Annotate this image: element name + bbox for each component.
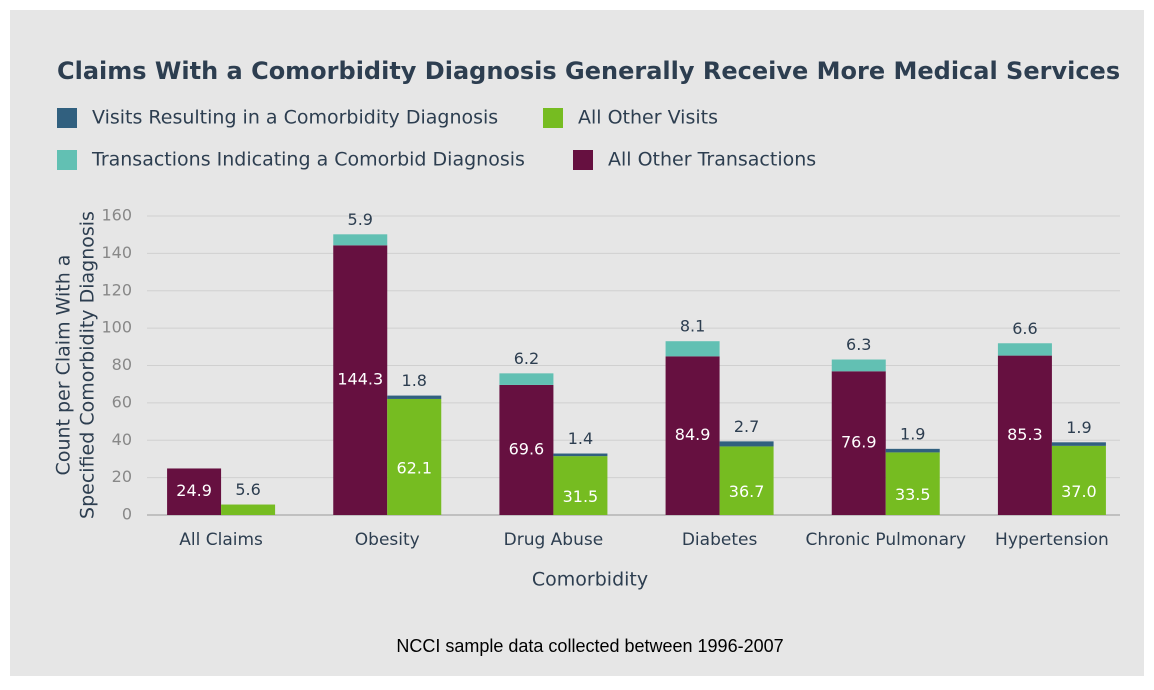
bar-segment <box>387 395 442 399</box>
bar-segment <box>1051 442 1106 446</box>
data-label: 37.0 <box>1061 482 1097 501</box>
bar-segment <box>831 371 886 515</box>
legend-label: Visits Resulting in a Comorbidity Diagno… <box>92 107 498 129</box>
bar-segment <box>831 359 886 372</box>
legend-swatch <box>57 150 77 170</box>
data-label: 5.6 <box>235 480 260 499</box>
chart-title: Claims With a Comorbidity Diagnosis Gene… <box>57 57 1120 85</box>
bar-segment <box>387 398 442 515</box>
data-label: 31.5 <box>563 487 599 506</box>
y-axis-title: Count per Claim With a Specified Comorbi… <box>53 211 99 519</box>
data-label: 84.9 <box>675 425 711 444</box>
panel <box>10 10 1144 676</box>
bar-segment <box>499 373 554 385</box>
data-label: 76.9 <box>841 433 877 452</box>
data-label: 33.5 <box>895 485 931 504</box>
bar-segment <box>499 384 554 515</box>
y-tick-label: 20 <box>112 467 132 486</box>
y-tick-label: 160 <box>101 206 132 225</box>
x-axis-title: Comorbidity <box>532 569 648 591</box>
data-label: 1.9 <box>1066 418 1091 437</box>
legend-swatch <box>573 150 593 170</box>
data-label: 6.3 <box>846 335 871 354</box>
y-tick-label: 40 <box>112 430 132 449</box>
data-label: 62.1 <box>396 458 432 477</box>
data-label: 5.9 <box>348 210 373 229</box>
caption: NCCI sample data collected between 1996-… <box>396 636 783 656</box>
data-label: 8.1 <box>680 317 705 336</box>
bar-segment <box>997 343 1052 356</box>
data-label: 36.7 <box>729 482 765 501</box>
y-axis-title-line: Specified Comorbidity Diagnosis <box>77 211 99 519</box>
legend-swatch <box>57 108 77 128</box>
bar-segment <box>665 341 720 357</box>
data-label: 6.2 <box>514 349 539 368</box>
x-tick-label: All Claims <box>179 530 263 550</box>
x-tick-label: Chronic Pulmonary <box>805 530 966 550</box>
y-tick-label: 0 <box>122 505 132 524</box>
y-tick-label: 80 <box>112 355 132 374</box>
data-label: 85.3 <box>1007 425 1043 444</box>
legend-label: All Other Visits <box>578 107 718 129</box>
bar-segment <box>997 355 1052 515</box>
bar-segment <box>885 448 940 453</box>
bar-segment <box>885 452 940 515</box>
legend-label: Transactions Indicating a Comorbid Diagn… <box>91 149 525 171</box>
data-label: 69.6 <box>509 439 545 458</box>
bar-segment <box>719 441 774 447</box>
y-tick-label: 120 <box>101 280 132 299</box>
bar-segment <box>1051 445 1106 515</box>
bar-segment <box>167 468 222 515</box>
x-tick-label: Obesity <box>355 530 420 550</box>
data-label: 6.6 <box>1012 319 1037 338</box>
x-tick-label: Hypertension <box>995 530 1109 550</box>
data-label: 1.9 <box>900 424 925 443</box>
legend-swatch <box>543 108 563 128</box>
data-label: 1.4 <box>568 429 593 448</box>
bar-segment <box>333 245 388 516</box>
bar-segment <box>221 504 276 515</box>
bar-segment <box>333 234 388 246</box>
y-tick-label: 60 <box>112 392 132 411</box>
bar-segment <box>553 456 608 515</box>
legend-label: All Other Transactions <box>608 149 816 171</box>
data-label: 1.8 <box>402 371 427 390</box>
data-label: 24.9 <box>176 481 212 500</box>
y-tick-label: 100 <box>101 318 132 337</box>
bar-segment <box>719 446 774 515</box>
y-tick-label: 140 <box>101 243 132 262</box>
data-label: 2.7 <box>734 417 759 436</box>
data-label: 144.3 <box>337 370 383 389</box>
x-tick-label: Drug Abuse <box>504 530 604 550</box>
bar-segment <box>665 356 720 515</box>
bar-segment <box>553 453 608 457</box>
y-axis-title-line: Count per Claim With a <box>53 255 75 476</box>
x-tick-label: Diabetes <box>682 530 758 550</box>
